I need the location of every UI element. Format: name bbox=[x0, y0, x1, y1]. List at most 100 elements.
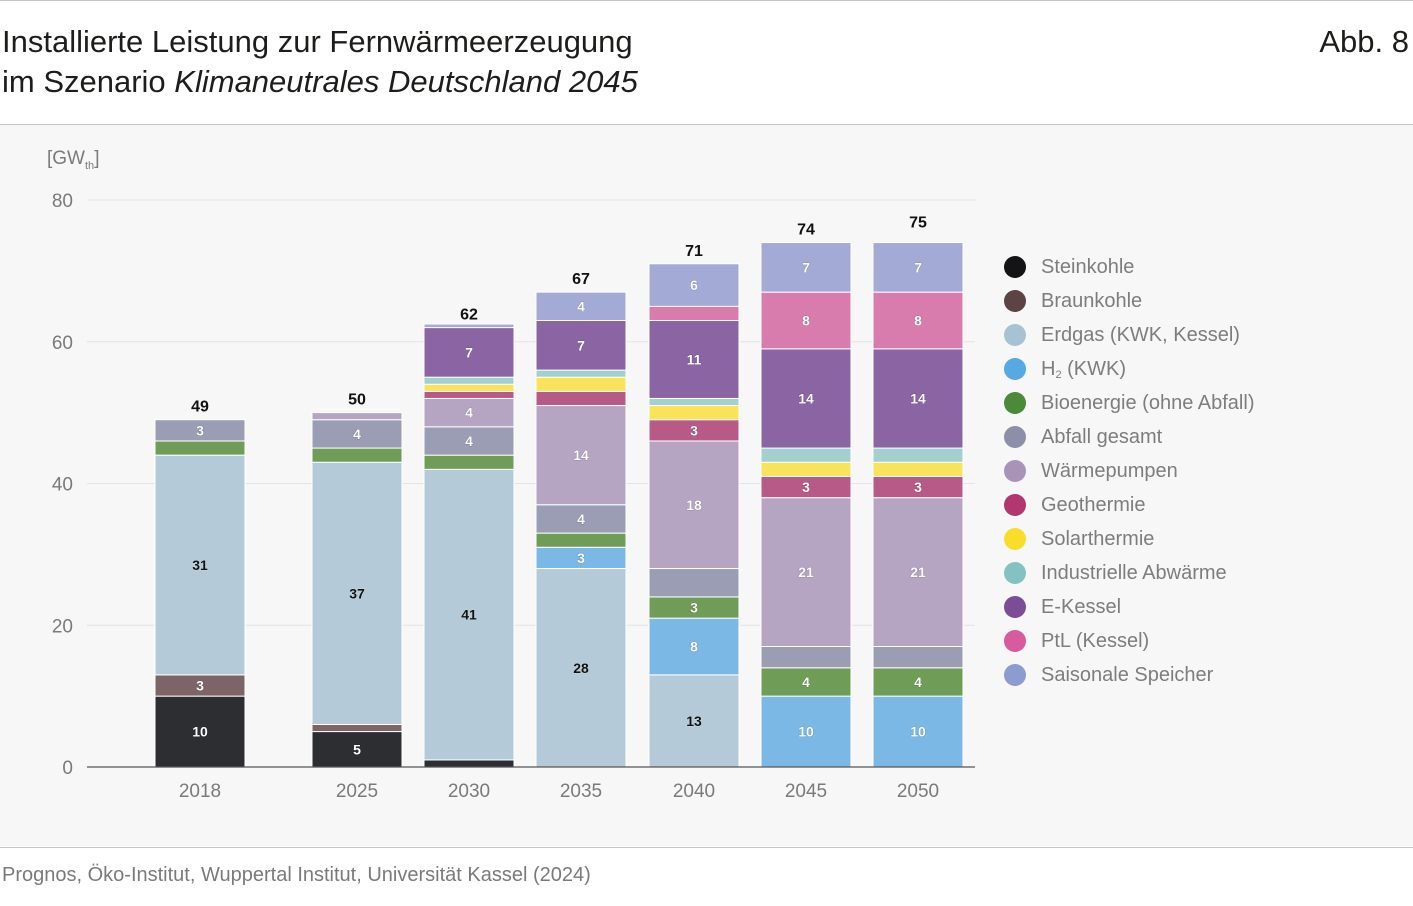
bar-segment bbox=[535, 405, 627, 506]
bar-segment bbox=[872, 291, 964, 350]
title-line-1: Installierte Leistung zur Fernwärmeerzeu… bbox=[2, 24, 633, 59]
segment-value-label: 13 bbox=[686, 713, 702, 729]
bar-segment bbox=[535, 291, 627, 321]
x-tick-label: 2050 bbox=[897, 781, 939, 802]
segment-value-label: 3 bbox=[196, 677, 204, 693]
legend-swatch bbox=[1004, 562, 1026, 584]
legend-label: Erdgas (KWK, Kessel) bbox=[1041, 323, 1240, 346]
legend-label: Saisonale Speicher bbox=[1041, 663, 1214, 686]
bar-segment bbox=[648, 397, 740, 407]
bar-segment bbox=[760, 348, 852, 449]
y-tick-label: 60 bbox=[52, 333, 73, 354]
segment-value-label: 4 bbox=[577, 511, 585, 527]
legend-label: E-Kessel bbox=[1041, 595, 1122, 618]
bar-segment bbox=[154, 419, 246, 442]
bar-total-label: 75 bbox=[909, 214, 927, 231]
legend-swatch bbox=[1004, 664, 1026, 686]
bar-segment bbox=[648, 568, 740, 598]
segment-value-label: 5 bbox=[353, 741, 361, 757]
bar-segment bbox=[760, 447, 852, 463]
title-line-2-italic: Klimaneutrales Deutschland 2045 bbox=[174, 64, 638, 99]
title-line-2-prefix: im Szenario bbox=[2, 64, 175, 99]
segment-value-label: 10 bbox=[192, 724, 208, 740]
source-note: Prognos, Öko-Institut, Wuppertal Institu… bbox=[2, 864, 591, 886]
segment-value-label: 4 bbox=[465, 433, 473, 449]
legend-item: Steinkohle bbox=[1004, 250, 1254, 284]
legend-label: PtL (Kessel) bbox=[1041, 629, 1150, 652]
bar-segment bbox=[648, 305, 740, 321]
segment-value-label: 37 bbox=[349, 585, 365, 601]
y-axis-unit: [GWth] bbox=[47, 148, 99, 172]
segment-value-label: 8 bbox=[914, 312, 922, 328]
legend-swatch bbox=[1004, 426, 1026, 448]
legend-item: Solarthermie bbox=[1004, 522, 1254, 556]
bar-segment bbox=[648, 617, 740, 676]
bar-segment bbox=[648, 440, 740, 570]
bar-segment bbox=[760, 497, 852, 648]
bar-segment bbox=[311, 461, 403, 725]
legend-swatch bbox=[1004, 460, 1026, 482]
segment-value-label: 14 bbox=[573, 447, 589, 463]
footer-rule bbox=[0, 847, 1413, 848]
legend-item: PtL (Kessel) bbox=[1004, 624, 1254, 658]
bar-segment bbox=[535, 532, 627, 548]
bars bbox=[154, 242, 964, 768]
bar-segment bbox=[872, 695, 964, 768]
legend-swatch bbox=[1004, 290, 1026, 312]
x-tick-label: 2025 bbox=[336, 781, 378, 802]
bar-total-label: 50 bbox=[348, 392, 366, 409]
bar-segment bbox=[311, 731, 403, 768]
legend-label: Wärmepumpen bbox=[1041, 459, 1178, 482]
segment-value-label: 7 bbox=[577, 337, 585, 353]
segment-value-label: 31 bbox=[192, 557, 208, 573]
segment-value-label: 21 bbox=[910, 564, 926, 580]
bar-segment bbox=[760, 695, 852, 768]
x-tick-label: 2030 bbox=[448, 781, 490, 802]
segment-value-label: 7 bbox=[802, 259, 810, 275]
bar-segment bbox=[872, 646, 964, 669]
legend-item: Wärmepumpen bbox=[1004, 454, 1254, 488]
bar-segment bbox=[872, 497, 964, 648]
legend-label: Geothermie bbox=[1041, 493, 1146, 516]
header-rule bbox=[0, 124, 1413, 125]
bar-segment bbox=[423, 454, 515, 470]
segment-value-label: 10 bbox=[910, 724, 926, 740]
legend-label: Abfall gesamt bbox=[1041, 425, 1163, 448]
legend-swatch bbox=[1004, 392, 1026, 414]
bar-segment bbox=[154, 440, 246, 456]
legend-item: Geothermie bbox=[1004, 488, 1254, 522]
title-line-2: im Szenario Klimaneutrales Deutschland 2… bbox=[2, 62, 638, 102]
bar-segment bbox=[423, 327, 515, 378]
legend-item: Erdgas (KWK, Kessel) bbox=[1004, 318, 1254, 352]
segment-value-label: 14 bbox=[798, 390, 814, 406]
legend-item: Industrielle Abwärme bbox=[1004, 556, 1254, 590]
bar-segment bbox=[872, 242, 964, 293]
legend-label: H2 (KWK) bbox=[1041, 357, 1127, 381]
segment-value-label: 11 bbox=[687, 351, 702, 367]
x-tick-label: 2040 bbox=[673, 781, 715, 802]
segment-value-label: 6 bbox=[690, 277, 698, 293]
data-labels: 1033134953745041447622834147467138318311… bbox=[191, 214, 927, 757]
bar-segment bbox=[423, 759, 515, 768]
legend-swatch bbox=[1004, 596, 1026, 618]
bar-segment bbox=[872, 461, 964, 477]
legend-label: Steinkohle bbox=[1041, 255, 1135, 278]
legend-swatch bbox=[1004, 358, 1026, 380]
segment-value-label: 3 bbox=[577, 550, 585, 566]
segment-value-label: 8 bbox=[690, 639, 698, 655]
bar-segment bbox=[311, 723, 403, 733]
bar-segment bbox=[423, 397, 515, 428]
legend-item: H2 (KWK) bbox=[1004, 352, 1254, 386]
bar-segment bbox=[423, 390, 515, 399]
segment-value-label: 4 bbox=[465, 405, 473, 421]
segment-value-label: 4 bbox=[914, 674, 922, 690]
segment-value-label: 7 bbox=[465, 344, 473, 360]
bar-segment bbox=[423, 383, 515, 392]
segment-value-label: 3 bbox=[196, 422, 204, 438]
legend-swatch bbox=[1004, 528, 1026, 550]
bar-segment bbox=[535, 504, 627, 534]
x-tick-label: 2035 bbox=[560, 781, 602, 802]
bar-total-label: 74 bbox=[797, 222, 815, 239]
bar-segment bbox=[648, 674, 740, 768]
